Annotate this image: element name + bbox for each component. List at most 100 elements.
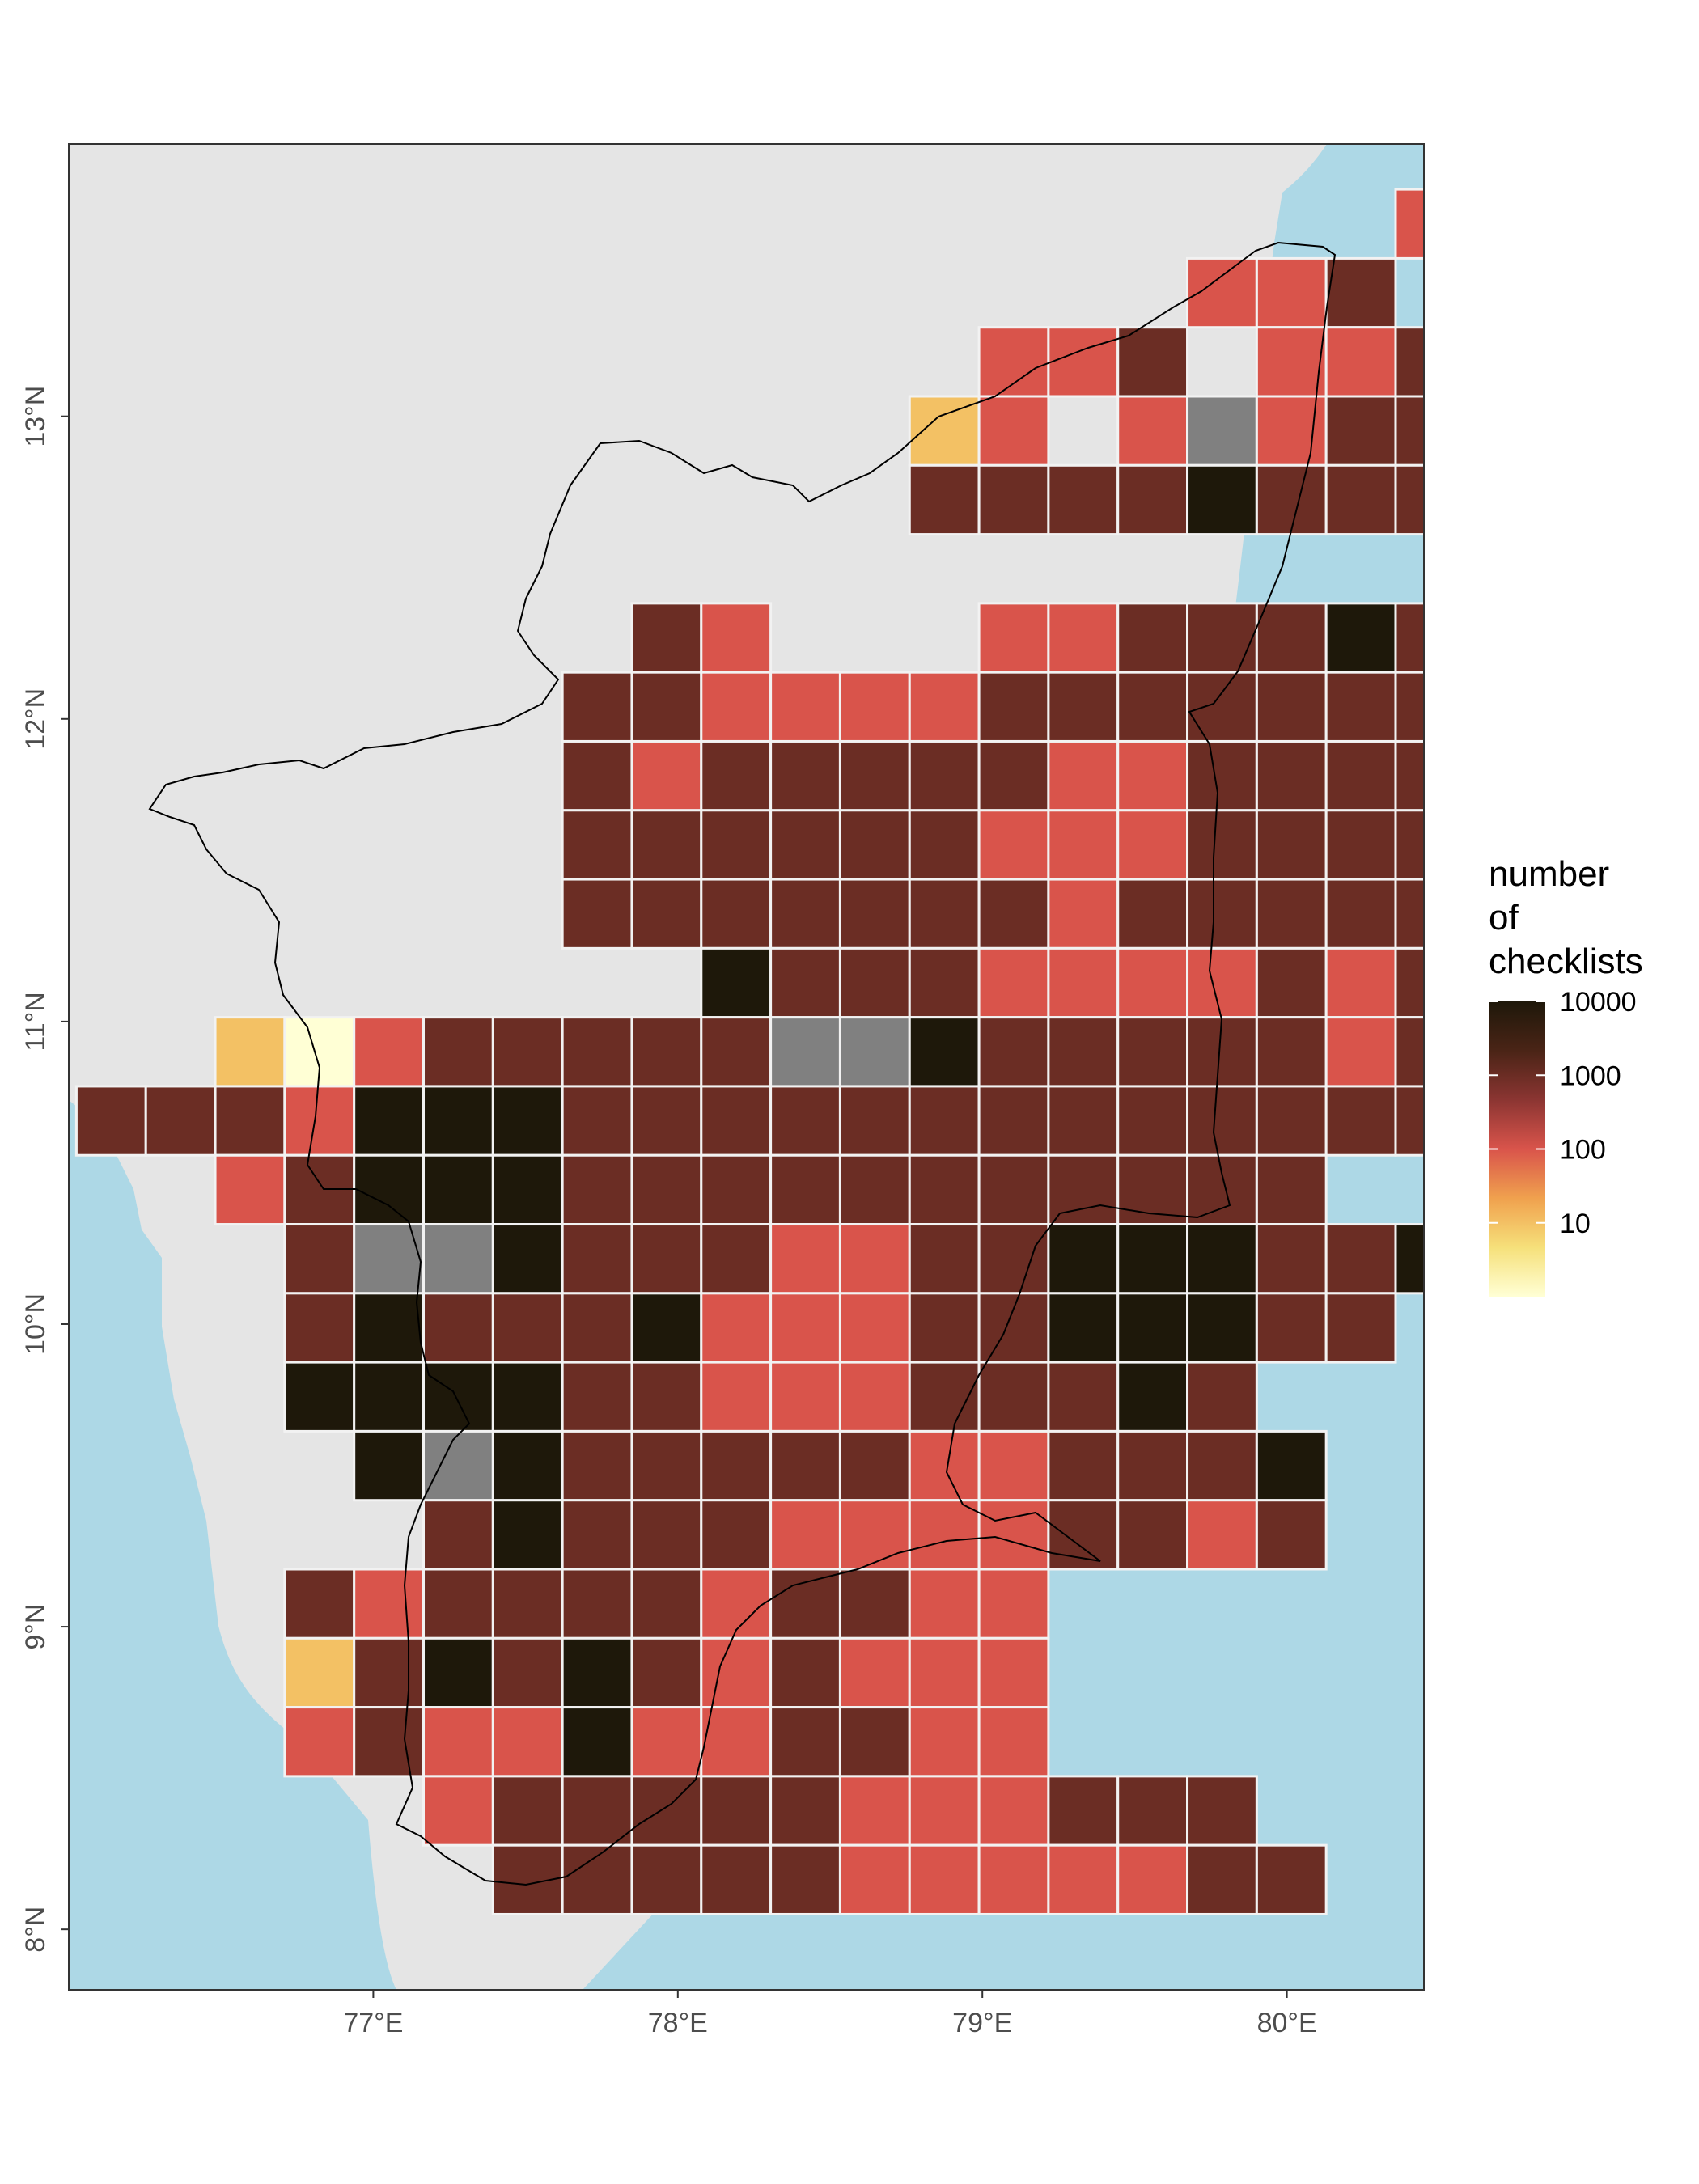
grid-cell bbox=[1465, 741, 1535, 810]
grid-cell bbox=[838, 1568, 911, 1640]
grid-cell bbox=[908, 1636, 981, 1709]
grid-cell bbox=[1465, 258, 1535, 327]
grid-cell bbox=[1186, 1153, 1258, 1226]
grid-cell bbox=[1116, 1085, 1189, 1157]
grid-cell bbox=[1535, 741, 1604, 810]
panel-border bbox=[68, 143, 1425, 1991]
state-outline bbox=[148, 241, 1337, 1886]
grid-cell bbox=[1116, 946, 1189, 1019]
grid-cell bbox=[977, 602, 1050, 674]
grid-cell bbox=[1047, 1429, 1120, 1502]
grid-cell bbox=[422, 1085, 494, 1157]
grid-cell bbox=[908, 1843, 981, 1915]
grid-cell bbox=[630, 1568, 703, 1640]
grid-cell bbox=[561, 1775, 633, 1847]
grid-cell bbox=[1047, 878, 1120, 950]
grid-cell bbox=[561, 1361, 633, 1433]
grid-cell bbox=[1047, 1085, 1120, 1157]
grid-cell bbox=[977, 878, 1050, 950]
grid-cell bbox=[561, 1223, 633, 1295]
grid-cell bbox=[700, 1636, 773, 1709]
grid-cell bbox=[214, 1016, 286, 1088]
grid-cell bbox=[838, 1292, 911, 1364]
grid-cell bbox=[561, 739, 633, 812]
grid-cell bbox=[769, 739, 841, 812]
grid-cell bbox=[977, 326, 1050, 398]
grid-cell bbox=[769, 1085, 841, 1157]
grid-cell bbox=[1186, 1223, 1258, 1295]
grid-cell bbox=[700, 739, 773, 812]
grid-cell bbox=[1465, 328, 1535, 396]
grid-cell bbox=[1255, 946, 1328, 1019]
grid-cell bbox=[1324, 395, 1397, 467]
grid-cell bbox=[1604, 741, 1673, 810]
grid-cell bbox=[1186, 878, 1258, 950]
y-tick-label: 9°N bbox=[20, 1604, 51, 1650]
grid-cell bbox=[838, 1775, 911, 1847]
grid-cell bbox=[353, 1016, 426, 1088]
grid-cell bbox=[630, 1361, 703, 1433]
grid-cell bbox=[1255, 256, 1328, 329]
grid-cell bbox=[1324, 602, 1397, 674]
legend-title-line: checklists bbox=[1489, 942, 1643, 981]
grid-cell bbox=[1324, 878, 1397, 950]
legend-title-line: number bbox=[1489, 854, 1609, 894]
grid-cell bbox=[908, 1568, 981, 1640]
grid-cell bbox=[1047, 1843, 1120, 1915]
grid-cell bbox=[561, 1636, 633, 1709]
grid-cell bbox=[977, 1361, 1050, 1433]
grid-cell bbox=[630, 1499, 703, 1571]
grid-cell bbox=[1604, 465, 1673, 534]
grid-cell bbox=[422, 1223, 494, 1295]
grid-cell bbox=[1324, 256, 1397, 329]
grid-cell bbox=[1047, 671, 1120, 743]
grid-cell bbox=[1535, 672, 1604, 741]
x-axis: 77°E 78°E 79°E 80°E bbox=[343, 1990, 1317, 2038]
grid-cell bbox=[1047, 602, 1120, 674]
grid-cell bbox=[283, 1568, 356, 1640]
grid-cell bbox=[977, 1568, 1050, 1640]
grid-cell bbox=[1535, 603, 1604, 672]
grid-cell bbox=[769, 1153, 841, 1226]
grid-cell bbox=[1324, 671, 1397, 743]
grid-cell bbox=[908, 1429, 981, 1502]
grid-cell bbox=[1673, 811, 1699, 879]
grid-cell bbox=[908, 1085, 981, 1157]
grid-cell bbox=[908, 946, 981, 1019]
grid-cell bbox=[1394, 395, 1424, 467]
grid-cell bbox=[908, 878, 981, 950]
grid-cell bbox=[491, 1568, 564, 1640]
grid-cell bbox=[1116, 1775, 1189, 1847]
y-tick-label: 10°N bbox=[20, 1293, 51, 1355]
grid-cell bbox=[1255, 1429, 1328, 1502]
grid-cell bbox=[491, 1016, 564, 1088]
grid-cell bbox=[1116, 463, 1189, 536]
grid-cell bbox=[422, 1499, 494, 1571]
grid-cell bbox=[1394, 946, 1424, 1019]
grid-cell bbox=[144, 1085, 217, 1157]
grid-cell bbox=[561, 1429, 633, 1502]
grid-cell bbox=[630, 671, 703, 743]
grid-cell bbox=[1186, 1775, 1258, 1847]
grid-cell bbox=[908, 1153, 981, 1226]
grid-cell bbox=[700, 1775, 773, 1847]
grid-cell bbox=[561, 878, 633, 950]
grid-cell bbox=[561, 1568, 633, 1640]
grid-cell bbox=[353, 1292, 426, 1364]
grid-cell bbox=[1394, 1016, 1424, 1088]
grid-cell bbox=[769, 1568, 841, 1640]
grid-cell bbox=[908, 1016, 981, 1088]
grid-cell bbox=[700, 1568, 773, 1640]
grid-cell bbox=[1465, 189, 1535, 258]
grid-cell bbox=[1255, 739, 1328, 812]
grid-cell bbox=[1255, 1153, 1328, 1226]
grid-cell bbox=[977, 1292, 1050, 1364]
x-tick-label: 78°E bbox=[648, 2008, 708, 2038]
grid-cell bbox=[1465, 672, 1535, 741]
y-tick-label: 12°N bbox=[20, 688, 51, 750]
grid-cell bbox=[1047, 463, 1120, 536]
grid-cell bbox=[769, 671, 841, 743]
grid-cell bbox=[630, 1843, 703, 1915]
grid-cell bbox=[1604, 672, 1673, 741]
